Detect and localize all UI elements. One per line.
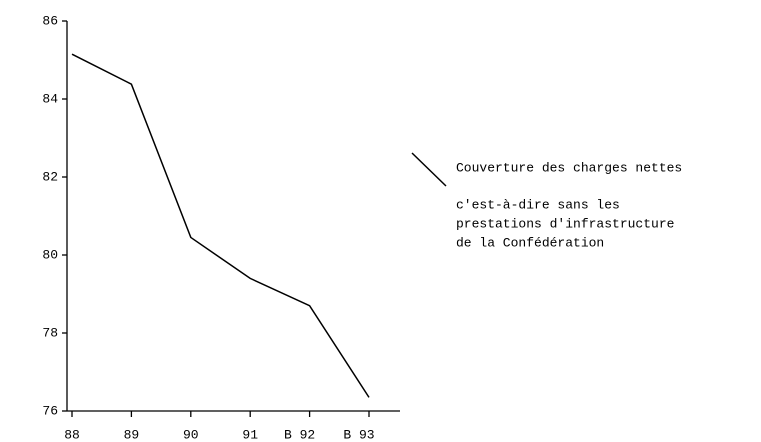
y-tick-label: 84 xyxy=(42,91,58,106)
y-tick-label: 80 xyxy=(42,247,58,262)
x-tick-label: 90 xyxy=(183,427,199,442)
legend-note: de la Confédération xyxy=(456,235,604,250)
y-tick-label: 76 xyxy=(42,403,58,418)
legend-note: c'est-à-dire sans les xyxy=(456,197,620,212)
y-tick-label: 78 xyxy=(42,325,58,340)
x-tick-label: 89 xyxy=(124,427,140,442)
legend-swatch xyxy=(411,152,447,187)
y-tick-label: 86 xyxy=(42,13,58,28)
x-tick-label: 91 xyxy=(242,427,258,442)
legend-label: Couverture des charges nettes xyxy=(456,160,682,175)
x-tick-label: B 93 xyxy=(343,427,374,442)
x-tick-label: 88 xyxy=(64,427,80,442)
x-tick-label: B 92 xyxy=(284,427,315,442)
legend-note: prestations d'infrastructure xyxy=(456,216,674,231)
y-tick-label: 82 xyxy=(42,169,58,184)
data-line xyxy=(71,53,370,398)
